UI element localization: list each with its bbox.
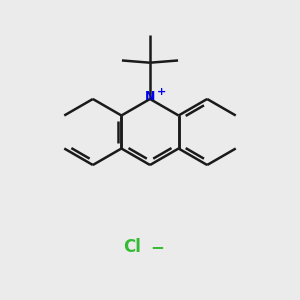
Text: N: N [145, 90, 155, 103]
Text: +: + [157, 87, 166, 97]
Text: −: − [151, 238, 164, 256]
Text: Cl: Cl [123, 238, 141, 256]
